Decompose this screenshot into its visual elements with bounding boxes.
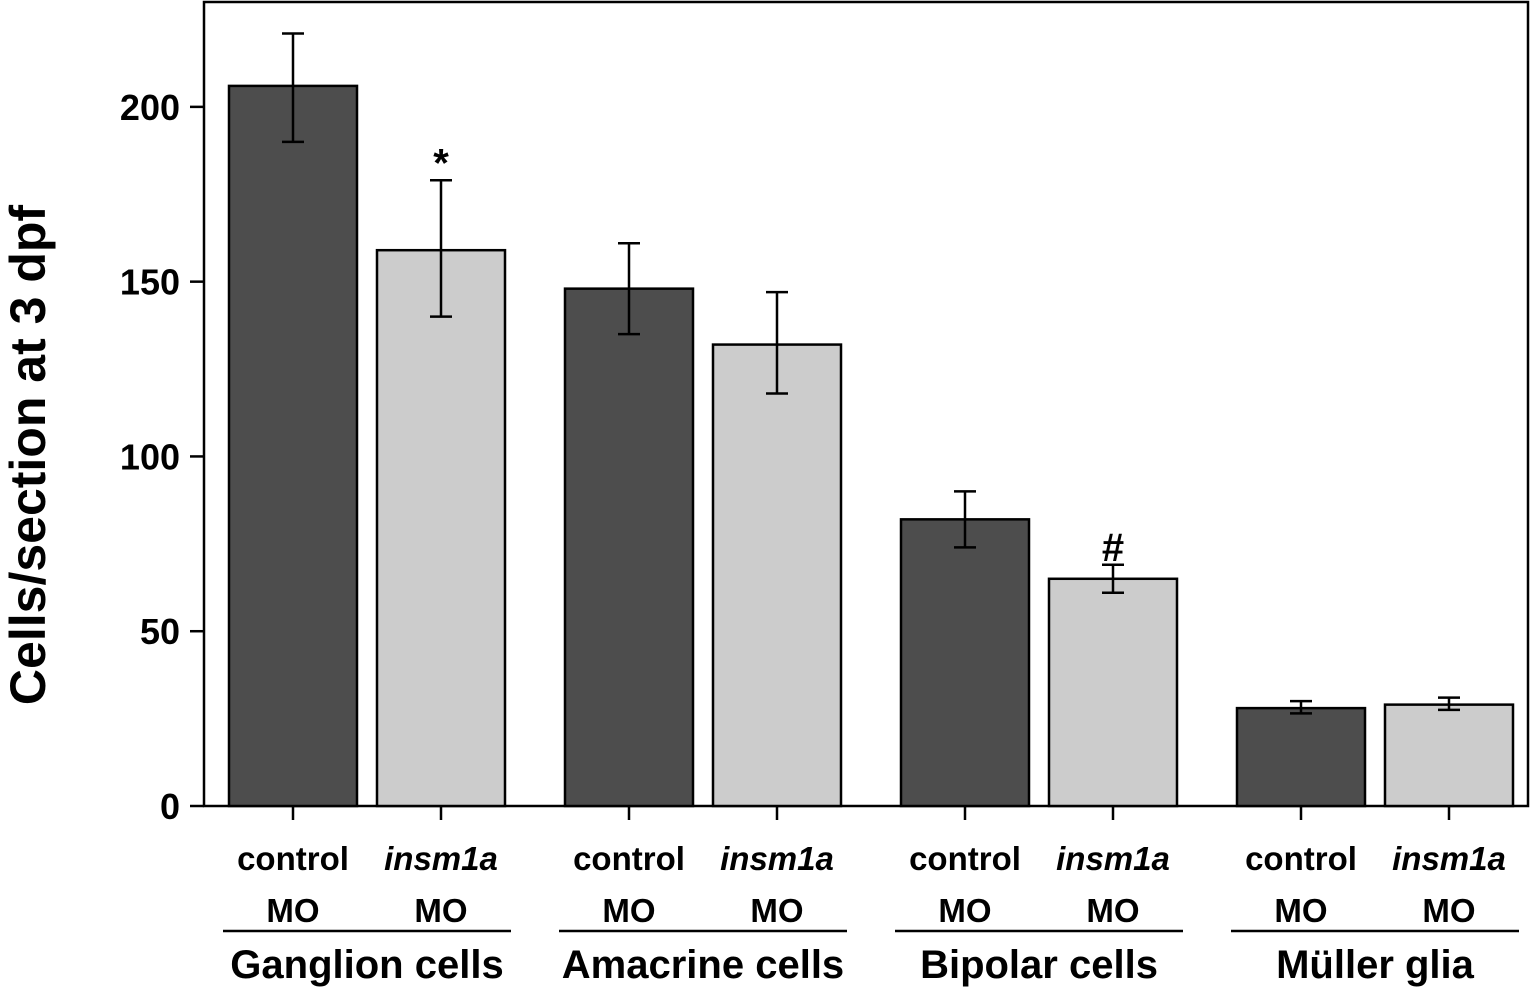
x-tick-label: MO [414,892,467,929]
x-tick-label: control [573,840,685,877]
significance-mark: # [1102,526,1124,570]
x-tick-label: control [237,840,349,877]
bar-control [563,287,695,808]
x-tick-label: MO [938,892,991,929]
x-tick-label: insm1a [384,840,498,877]
x-tick-label: control [909,840,1021,877]
group-label: Bipolar cells [920,943,1158,987]
x-tick-label: insm1a [1392,840,1506,877]
bar-control [227,84,359,808]
group-label: Amacrine cells [562,943,844,987]
bar-insm1a [1047,577,1179,808]
x-tick-label: MO [1086,892,1139,929]
plot-border [202,0,1530,808]
bar-control [1235,706,1367,808]
y-tick-label: 150 [120,262,180,303]
y-tick-label: 200 [120,87,180,128]
x-axis: control MO insm1a MO Ganglion cells control MO… [223,806,1519,987]
significance-marks: *# [433,141,1124,570]
y-tick-label: 100 [120,436,180,477]
y-axis-title: Cells/section at 3 dpf [0,205,56,705]
y-tick-label: 0 [160,786,180,827]
x-tick-label: MO [750,892,803,929]
x-tick-label: insm1a [720,840,834,877]
group-label: Müller glia [1276,943,1475,987]
x-tick-label: MO [1274,892,1327,929]
bars [227,84,1515,808]
y-tick-label: 50 [140,611,180,652]
y-axis: 0 50 100 150 200 [120,87,204,827]
error-bars [282,32,1460,715]
bar-insm1a [375,248,507,808]
x-tick-label: MO [1422,892,1475,929]
x-tick-label: MO [602,892,655,929]
x-tick-label: insm1a [1056,840,1170,877]
x-tick-label: MO [266,892,319,929]
significance-mark: * [433,141,449,185]
bar-control [899,518,1031,808]
bar-insm1a [1383,703,1515,808]
plot-frame [202,0,1530,808]
group-label: Ganglion cells [230,943,503,987]
bar-insm1a [711,343,843,808]
x-tick-label: control [1245,840,1357,877]
